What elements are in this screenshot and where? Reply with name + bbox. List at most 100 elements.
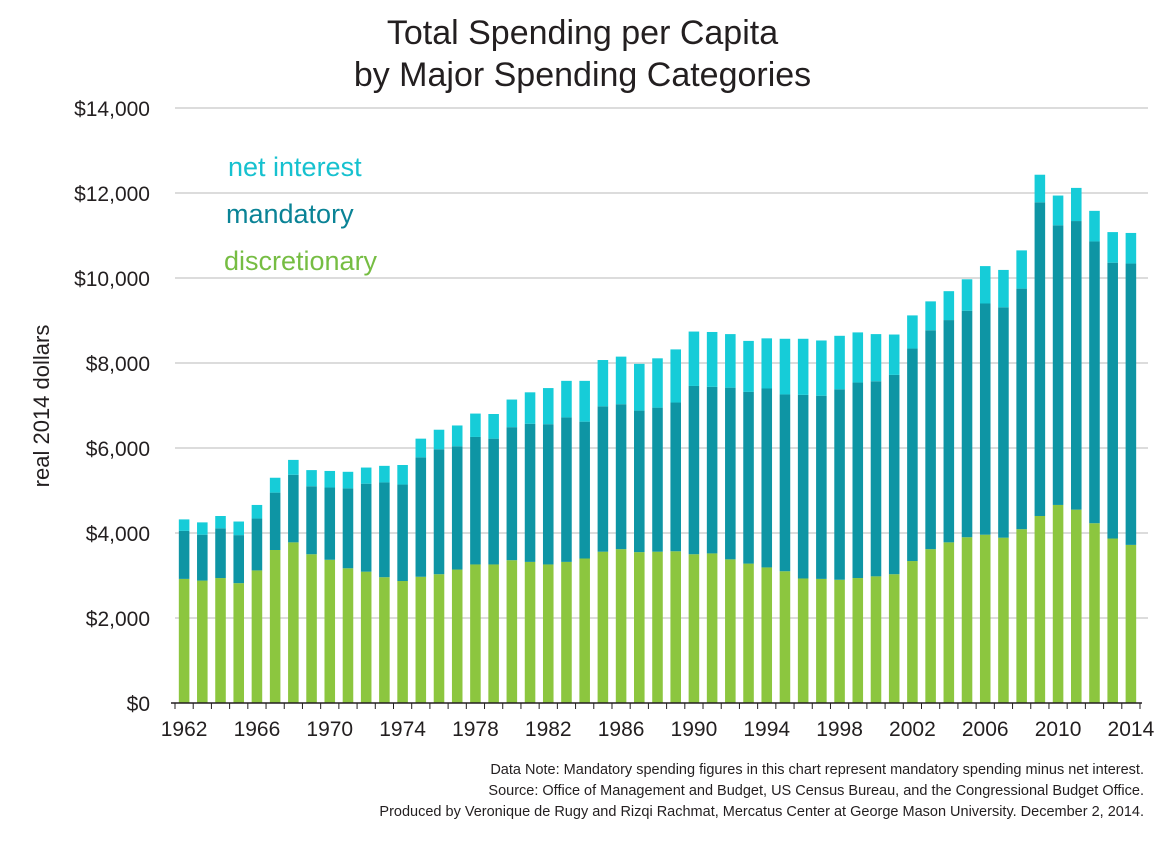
bar-discretionary-1970 (324, 559, 336, 703)
bar-discretionary-1984 (579, 558, 590, 703)
x-tick-label: 1982 (525, 718, 572, 741)
bar-net-interest-1984 (579, 380, 590, 422)
x-tick-label: 1990 (671, 718, 718, 741)
y-axis-tick-labels: $0 $2,000 $4,000 $6,000 $8,000 $10,000 $12,000… (74, 98, 150, 716)
bar-discretionary-2003 (925, 549, 936, 703)
bar-net-interest-1976 (433, 429, 445, 450)
y-tick-label: $8,000 (86, 353, 150, 376)
bar-net-interest-1988 (652, 358, 663, 408)
bar-discretionary-2007 (998, 537, 1009, 703)
bar-discretionary-1968 (288, 542, 299, 703)
bar-mandatory-1965 (233, 535, 245, 584)
bar-net-interest-2003 (925, 301, 936, 331)
bar-mandatory-1979 (488, 438, 499, 565)
bar-discretionary-2002 (907, 561, 918, 703)
bar-mandatory-1970 (324, 487, 336, 560)
bar-discretionary-1982 (542, 564, 554, 703)
bar-mandatory-2007 (998, 307, 1009, 538)
legend-item-net-interest: net interest (228, 152, 362, 182)
bar-discretionary-1988 (652, 551, 663, 703)
bar-net-interest-1994 (761, 338, 773, 389)
bar-mandatory-1982 (542, 424, 554, 565)
bar-discretionary-1987 (634, 552, 645, 703)
bar-mandatory-1962 (178, 530, 190, 579)
bar-discretionary-2010 (1052, 504, 1064, 703)
bar-net-interest-1972 (360, 467, 372, 484)
bar-net-interest-2002 (907, 315, 918, 349)
bar-mandatory-2003 (925, 330, 936, 550)
bar-net-interest-1997 (816, 340, 827, 396)
bar-net-interest-1995 (779, 338, 791, 395)
x-tick-label: 2002 (889, 718, 936, 741)
bar-net-interest-1975 (415, 438, 427, 458)
bar-net-interest-1981 (524, 392, 536, 424)
bar-mandatory-1978 (470, 436, 481, 565)
bar-net-interest-1996 (797, 338, 809, 395)
y-tick-label: $14,000 (74, 98, 150, 121)
y-axis-title: real 2014 dollars (29, 325, 54, 488)
bar-mandatory-1972 (360, 483, 372, 572)
legend-item-mandatory: mandatory (226, 199, 354, 229)
x-axis (171, 702, 1142, 709)
bar-net-interest-1978 (470, 413, 481, 437)
x-tick-label: 2014 (1108, 718, 1155, 741)
bar-mandatory-1996 (797, 394, 809, 579)
bar-discretionary-1962 (178, 578, 190, 703)
x-tick-label: 1962 (161, 718, 208, 741)
bar-net-interest-1991 (706, 331, 718, 387)
bar-mandatory-1966 (251, 518, 263, 571)
bar-net-interest-2005 (961, 279, 973, 311)
bar-discretionary-1990 (688, 554, 700, 703)
bar-net-interest-1962 (178, 519, 190, 531)
bar-net-interest-1970 (324, 470, 336, 488)
bar-discretionary-1966 (251, 570, 263, 703)
bar-mandatory-2004 (943, 320, 955, 543)
chart-subtitle: by Major Spending Categories (353, 56, 812, 94)
credit-note: Produced by Veronique de Rugy and Rizqi … (379, 804, 1144, 820)
bar-discretionary-1975 (415, 576, 427, 703)
bar-mandatory-2001 (888, 374, 900, 575)
x-tick-label: 1974 (379, 718, 426, 741)
bar-discretionary-2000 (870, 576, 882, 703)
bar-discretionary-1981 (524, 561, 536, 703)
bar-net-interest-2013 (1107, 232, 1118, 263)
bar-mandatory-1997 (816, 395, 827, 579)
bar-discretionary-2004 (943, 542, 955, 703)
bar-mandatory-1992 (725, 387, 736, 560)
bar-discretionary-1998 (834, 579, 845, 703)
chart-title: Total Spending per Capita by Major Spend… (0, 12, 1165, 96)
bar-mandatory-1980 (506, 427, 518, 561)
bar-net-interest-2004 (943, 291, 955, 321)
bar-net-interest-1982 (542, 388, 554, 425)
bar-mandatory-1971 (342, 488, 354, 569)
bar-mandatory-1981 (524, 423, 536, 562)
bar-discretionary-1980 (506, 560, 518, 703)
bar-mandatory-1989 (670, 402, 681, 552)
bar-net-interest-1987 (634, 363, 645, 411)
bar-mandatory-1988 (652, 407, 663, 552)
bar-net-interest-2009 (1034, 174, 1046, 203)
bar-discretionary-2011 (1070, 509, 1082, 703)
bar-discretionary-1999 (852, 578, 864, 703)
y-tick-label: $12,000 (74, 183, 150, 206)
bar-net-interest-1999 (852, 332, 864, 383)
bar-discretionary-2005 (961, 537, 973, 703)
y-tick-label: $2,000 (86, 608, 150, 631)
bar-mandatory-1995 (779, 394, 791, 572)
bar-discretionary-1965 (233, 583, 245, 703)
bar-net-interest-1992 (725, 334, 736, 388)
bar-mandatory-1993 (743, 391, 754, 564)
bar-discretionary-1967 (269, 550, 281, 703)
bar-discretionary-1997 (816, 578, 827, 703)
bar-discretionary-1974 (397, 581, 408, 703)
x-tick-label: 1978 (452, 718, 499, 741)
chart-title-line-1: Total Spending per Capita (386, 14, 779, 52)
x-tick-label: 1994 (743, 718, 790, 741)
bar-discretionary-1977 (451, 569, 463, 703)
bar-discretionary-1983 (561, 561, 572, 703)
bar-discretionary-1989 (670, 551, 681, 703)
y-tick-label: $4,000 (86, 523, 150, 546)
bar-net-interest-2010 (1052, 195, 1064, 226)
y-tick-label: $10,000 (74, 268, 150, 291)
bar-mandatory-2014 (1125, 263, 1137, 545)
